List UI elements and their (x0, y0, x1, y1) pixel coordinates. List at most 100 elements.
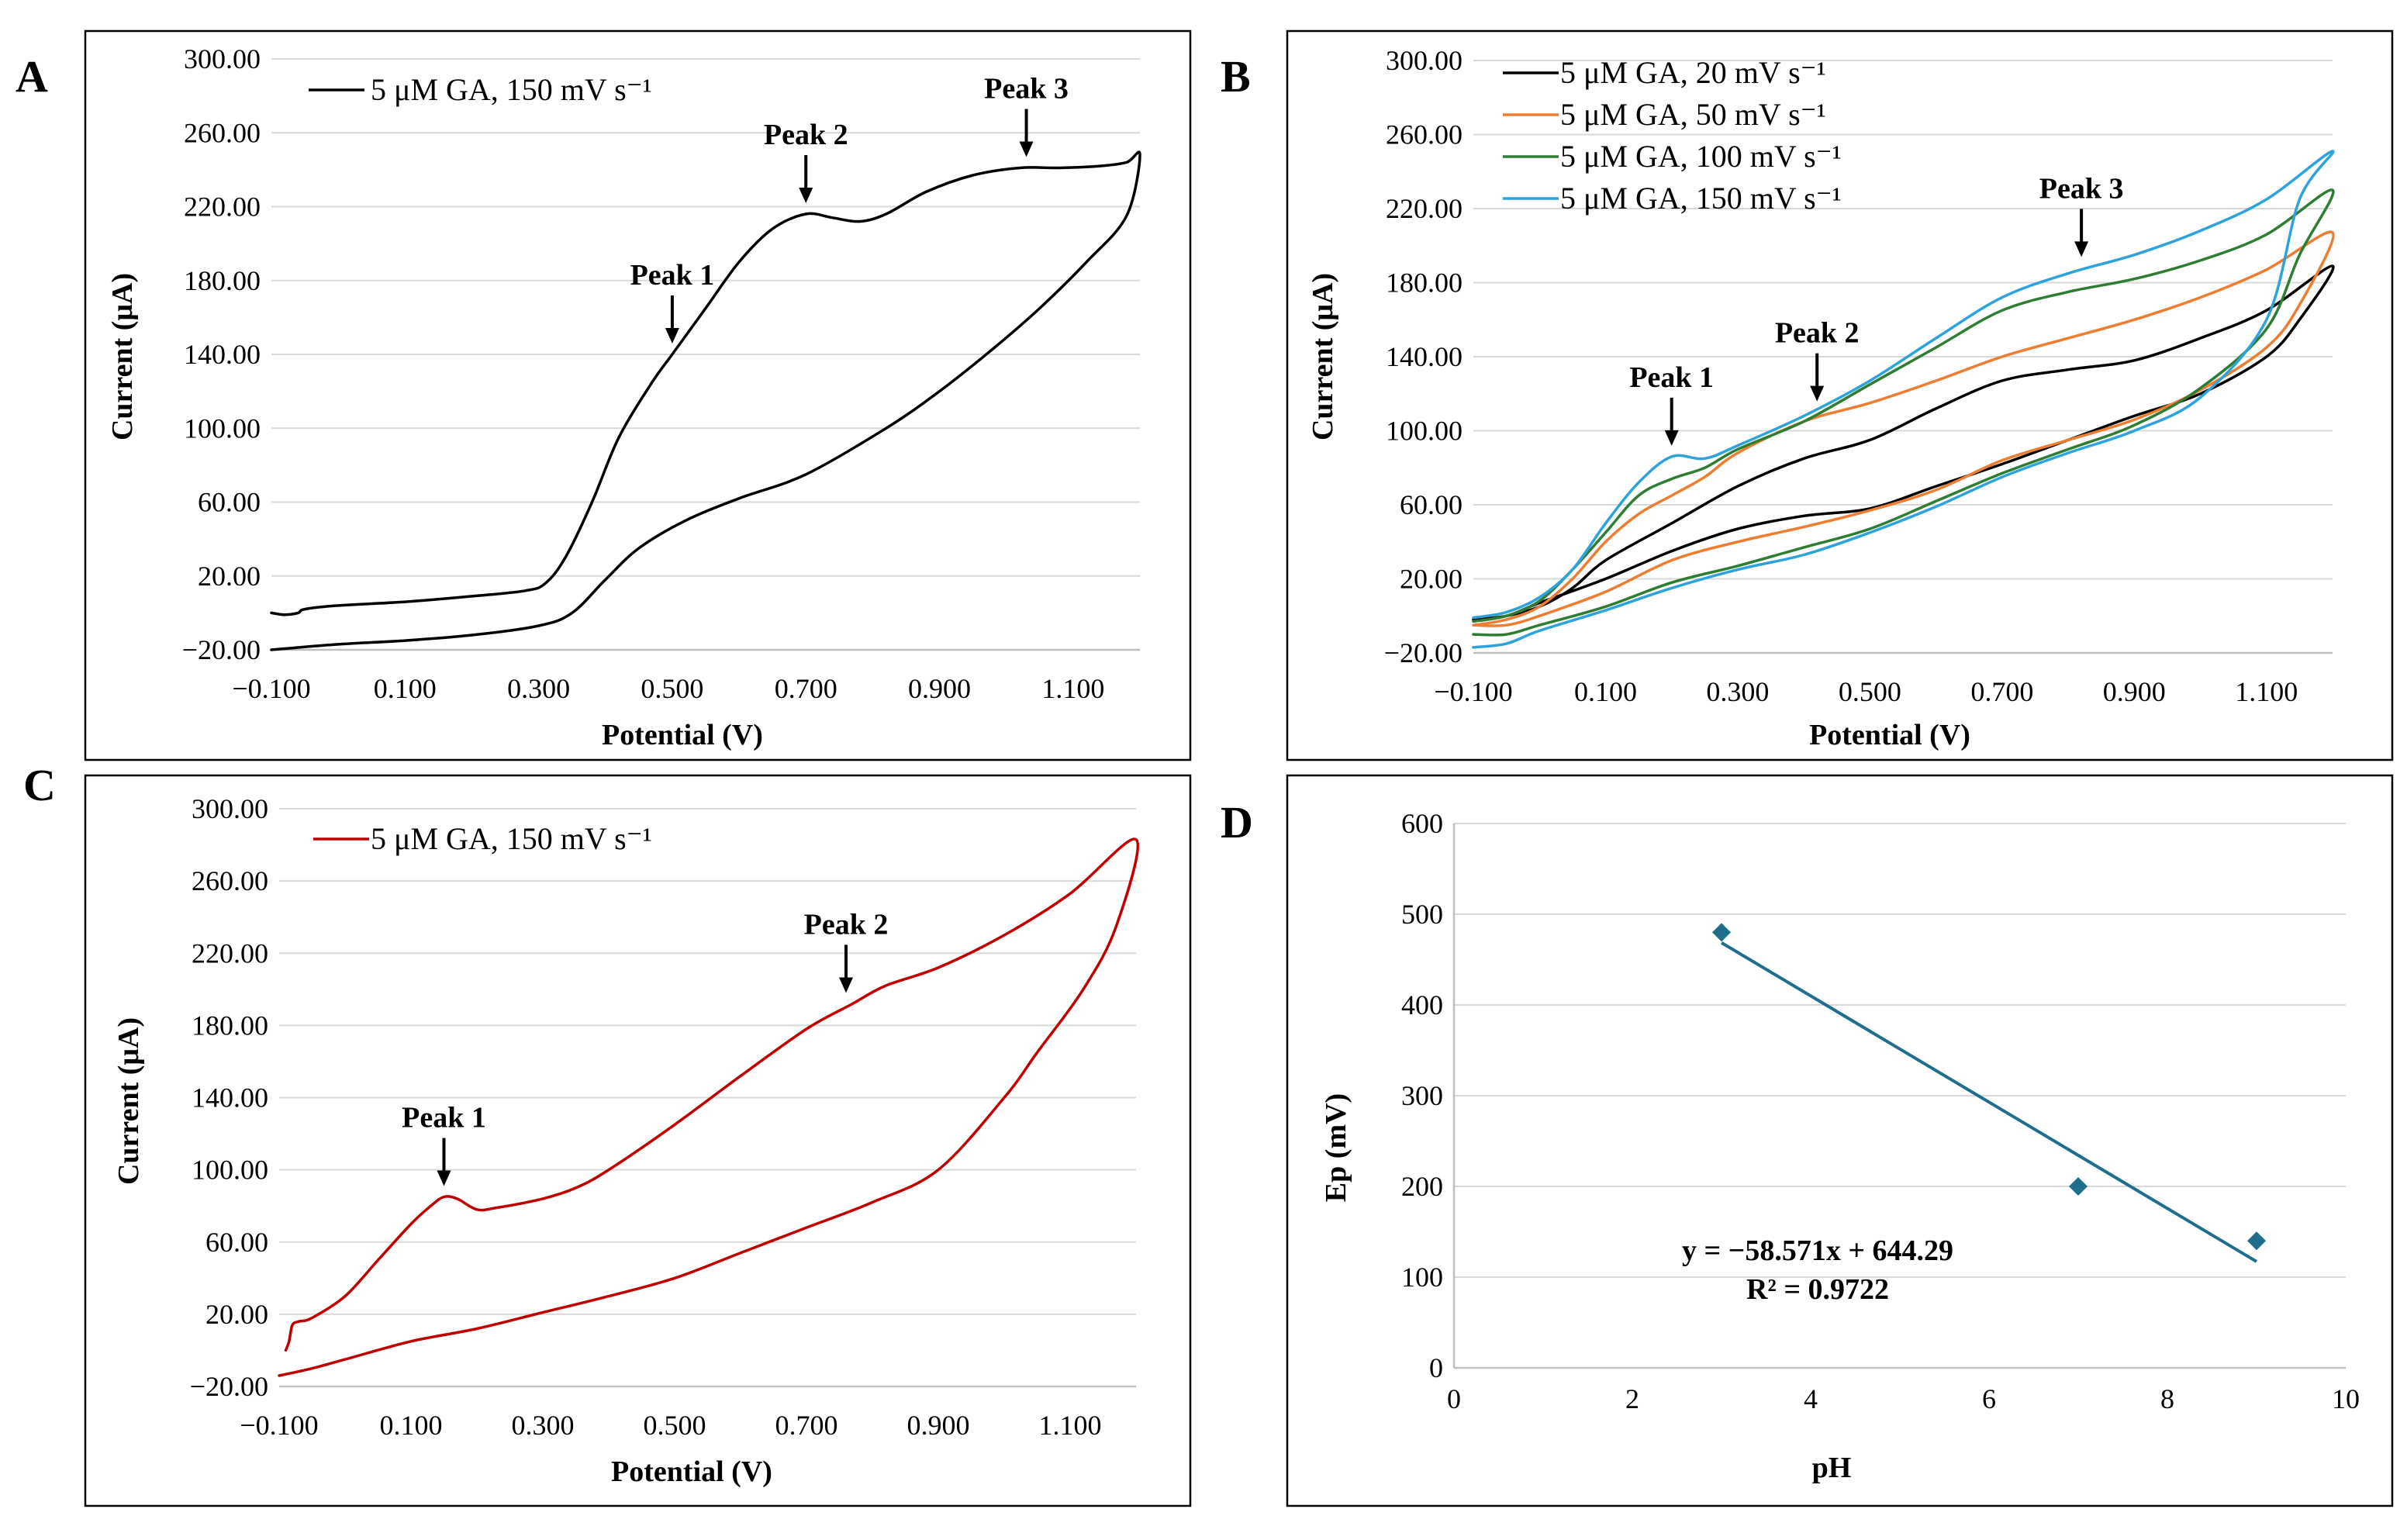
panel-a-ytick-label-8: 300.00 (184, 43, 261, 74)
panel-a-letter: A (16, 51, 48, 102)
panel-c-series (278, 837, 1140, 1377)
panel-d-ytick-label-0: 0 (1429, 1352, 1443, 1383)
panel-b-legend-label-1: 5 μM GA, 50 mV s⁻¹ (1560, 97, 1826, 132)
panel-c-legend-label-0: 5 μM GA, 150 mV s⁻¹ (371, 821, 652, 856)
panel-b-ytick-label-6: 220.00 (1386, 193, 1463, 224)
panel-b-xtick-label-5: 0.900 (2103, 676, 2166, 707)
panel-c-ytick-label-5: 180.00 (192, 1010, 268, 1041)
panel-b-legend-label-0: 5 μM GA, 20 mV s⁻¹ (1560, 55, 1826, 90)
panel-a-x-axis-label: Potential (V) (602, 719, 763, 751)
panel-c-y-axis-label: Current (μA) (112, 1017, 145, 1185)
panel-c-xtick-label-4: 0.700 (775, 1410, 838, 1441)
panel-b-legend-label-2: 5 μM GA, 100 mV s⁻¹ (1560, 139, 1842, 174)
panel-c-ytick-label-6: 220.00 (192, 937, 268, 969)
panel-c-legend: 5 μM GA, 150 mV s⁻¹ (313, 821, 652, 856)
panel-d-ytick-label-4: 400 (1401, 989, 1443, 1020)
panel-a-peak-label-3: Peak 3 (984, 72, 1069, 105)
panel-b-series (1472, 150, 2335, 649)
panel-b-ytick-label-1: 20.00 (1400, 564, 1463, 595)
panel-c-xtick-label-1: 0.100 (380, 1410, 443, 1441)
panel-c-frame (84, 774, 1192, 1507)
panel-a-peak-label-1: Peak 1 (630, 259, 715, 292)
panel-b-ytick-label-5: 180.00 (1386, 268, 1463, 299)
panel-d-data-point-0 (1712, 923, 1731, 942)
panel-c-peak-arrowhead-1 (437, 1170, 451, 1186)
panel-d-xtick-label-5: 10 (2332, 1383, 2360, 1414)
panel-a-peak-arrowhead-1 (665, 328, 679, 344)
panel-a-ytick-labels: −20.00 20.00 60.00 100.00 140.00 180.00 220.00… (182, 43, 261, 665)
panel-b-series-line-3 (1472, 150, 2335, 649)
panel-a-xtick-labels: −0.100 0.100 0.300 0.500 0.700 0.900 1.100 (232, 673, 1104, 704)
panel-b-xtick-label-4: 0.700 (1970, 676, 2033, 707)
panel-d-data-point-2 (2247, 1231, 2266, 1251)
panel-c-grid (279, 808, 1136, 1388)
panel-b-legend: 5 μM GA, 20 mV s⁻¹ 5 μM GA, 50 mV s⁻¹ 5 … (1503, 55, 1842, 216)
panel-c-xtick-label-0: −0.100 (240, 1410, 318, 1441)
panel-c-peak-label-2: Peak 2 (804, 908, 889, 941)
panel-c-ytick-label-1: 20.00 (205, 1299, 268, 1330)
panel-b-legend-label-3: 5 μM GA, 150 mV s⁻¹ (1560, 181, 1842, 216)
panel-d-data-point-1 (2069, 1177, 2088, 1196)
panel-a-xtick-label-3: 0.500 (641, 673, 703, 704)
panel-a-ytick-label-1: 20.00 (198, 561, 261, 592)
panel-b-peak-label-1: Peak 1 (1629, 361, 1714, 394)
panel-d-letter: D (1221, 797, 1253, 848)
panel-a-ytick-label-4: 140.00 (184, 339, 261, 370)
panel-d-ytick-label-1: 100 (1401, 1262, 1443, 1293)
panel-b-peak-arrowhead-2 (1810, 385, 1825, 402)
panel-d-ytick-label-6: 600 (1401, 808, 1443, 839)
panel-c-xtick-label-3: 0.500 (644, 1410, 706, 1441)
panel-a-legend-label-0: 5 μM GA, 150 mV s⁻¹ (371, 72, 652, 107)
panel-b-peak-label-2: Peak 2 (1775, 317, 1860, 350)
panel-d-r-squared: R² = 0.9722 (1746, 1273, 1889, 1306)
panel-a-xtick-label-6: 1.100 (1041, 673, 1104, 704)
panel-c-xtick-label-5: 0.900 (907, 1410, 970, 1441)
panel-b: B −20.00 20.00 60.00 100.00 140.00 180.00 220.… (1221, 29, 2394, 761)
panel-c-ytick-label-0: −20.00 (190, 1371, 268, 1402)
panel-c-ytick-label-8: 300.00 (192, 793, 268, 824)
panel-c: C −20.00 20.00 60.00 100.00 140.00 180.00 220.… (23, 760, 1192, 1507)
panel-c-xtick-label-2: 0.300 (512, 1410, 575, 1441)
panel-a-peak-arrowhead-3 (1019, 141, 1034, 157)
panel-c-ytick-labels: −20.00 20.00 60.00 100.00 140.00 180.00 220.00… (190, 793, 268, 1402)
panel-c-ytick-label-2: 60.00 (205, 1227, 268, 1258)
panel-b-xtick-labels: −0.100 0.100 0.300 0.500 0.700 0.900 1.100 (1434, 676, 2298, 707)
panel-a-peak-label-2: Peak 2 (764, 119, 848, 151)
panel-b-peak-label-3: Peak 3 (2039, 172, 2124, 205)
panel-b-ytick-label-0: −20.00 (1384, 637, 1463, 668)
panel-b-peaks: Peak 1 Peak 2 Peak 3 (1629, 172, 2123, 446)
panel-a-xtick-label-0: −0.100 (232, 673, 310, 704)
panel-b-peak-arrowhead-3 (2074, 241, 2089, 257)
panel-c-peak-label-1: Peak 1 (402, 1102, 486, 1134)
panel-a-series (270, 150, 1141, 651)
panel-a-legend: 5 μM GA, 150 mV s⁻¹ (309, 72, 652, 107)
panel-b-letter: B (1221, 51, 1251, 102)
panel-d-xtick-labels: 0 2 4 6 8 10 (1447, 1383, 2360, 1414)
panel-a-grid (271, 58, 1140, 651)
panel-c-ytick-label-4: 140.00 (192, 1082, 268, 1114)
panel-a-xtick-label-2: 0.300 (507, 673, 570, 704)
panel-b-series-line-2 (1472, 188, 2335, 637)
panel-a-y-axis-label: Current (μA) (106, 273, 139, 440)
panel-a: A −20.00 20.00 60.00 100.00 140.00 180.00 220.… (16, 29, 1192, 761)
panel-b-ytick-labels: −20.00 20.00 60.00 100.00 140.00 180.00 220.00… (1384, 45, 1463, 668)
panel-a-xtick-label-4: 0.700 (775, 673, 837, 704)
panel-d-y-axis-label: Ep (mV) (1320, 1093, 1352, 1202)
panel-d-xtick-label-1: 2 (1625, 1383, 1639, 1414)
panel-a-frame (84, 29, 1192, 761)
panel-b-grid (1473, 60, 2333, 654)
panel-b-ytick-label-8: 300.00 (1386, 45, 1463, 76)
panel-c-peak-arrowhead-2 (839, 977, 853, 993)
panel-a-peaks: Peak 1 Peak 2 Peak 3 (630, 72, 1069, 344)
panel-b-x-axis-label: Potential (V) (1809, 719, 1970, 751)
panel-b-ytick-label-4: 140.00 (1386, 341, 1463, 372)
panel-b-peak-arrowhead-1 (1664, 430, 1679, 446)
panel-d-ytick-labels: 0 100 200 300 400 500 600 (1401, 808, 1443, 1383)
panel-d-ytick-label-3: 300 (1401, 1080, 1443, 1111)
panel-c-xtick-label-6: 1.100 (1039, 1410, 1102, 1441)
panel-b-series-line-0 (1472, 264, 2335, 621)
panel-a-ytick-label-0: −20.00 (182, 634, 261, 665)
panel-b-xtick-label-2: 0.300 (1706, 676, 1769, 707)
panel-b-frame (1286, 29, 2394, 761)
panel-d-xtick-label-2: 4 (1804, 1383, 1818, 1414)
